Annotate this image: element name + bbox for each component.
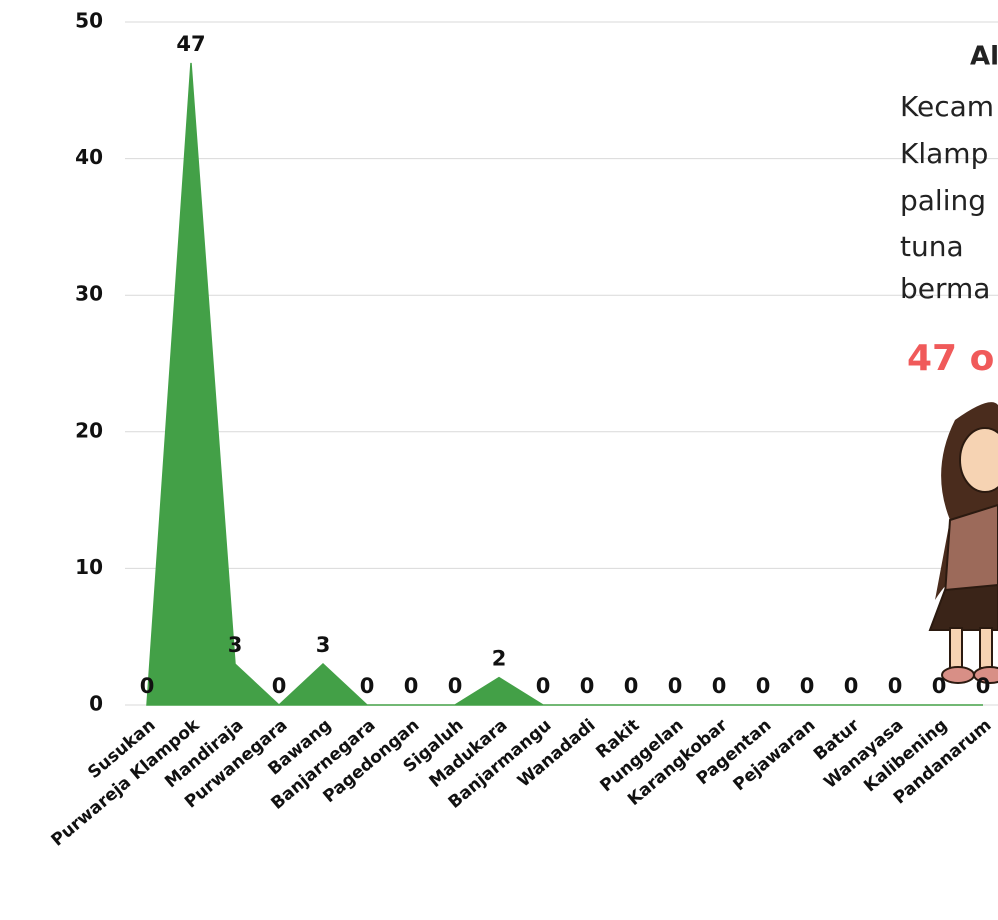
value-label: 0 — [140, 674, 155, 698]
value-label: 0 — [580, 674, 595, 698]
value-label: 0 — [888, 674, 903, 698]
value-label: 0 — [976, 674, 991, 698]
value-label: 0 — [272, 674, 287, 698]
annotation-line: Klamp — [900, 137, 988, 170]
value-label: 0 — [844, 674, 859, 698]
value-label: 0 — [360, 674, 375, 698]
annotation-highlight: 47 o — [907, 338, 994, 379]
value-label: 0 — [712, 674, 727, 698]
value-label: 0 — [800, 674, 815, 698]
value-label: 0 — [668, 674, 683, 698]
value-label: 3 — [228, 633, 243, 657]
value-label: 0 — [932, 674, 947, 698]
annotation-line: Kecam — [900, 90, 994, 123]
annotation-line: tuna — [900, 230, 964, 263]
value-label: 0 — [404, 674, 419, 698]
y-tick-label: 20 — [75, 418, 103, 442]
y-tick-label: 50 — [75, 9, 103, 33]
y-tick-label: 0 — [89, 692, 103, 716]
annotation-line: berma — [900, 272, 990, 305]
value-label: 3 — [316, 633, 331, 657]
value-label: 0 — [756, 674, 771, 698]
y-tick-label: 40 — [75, 145, 103, 169]
y-tick-label: 10 — [75, 555, 103, 579]
y-tick-label: 30 — [75, 282, 103, 306]
value-label: 0 — [448, 674, 463, 698]
value-label: 2 — [492, 647, 507, 671]
area — [146, 62, 983, 707]
value-label: 0 — [536, 674, 551, 698]
girl-illustration — [928, 402, 998, 684]
annotation-title: Al — [970, 42, 998, 72]
annotation-line: paling — [900, 184, 986, 217]
value-label: 47 — [176, 32, 205, 56]
value-label: 0 — [624, 674, 639, 698]
